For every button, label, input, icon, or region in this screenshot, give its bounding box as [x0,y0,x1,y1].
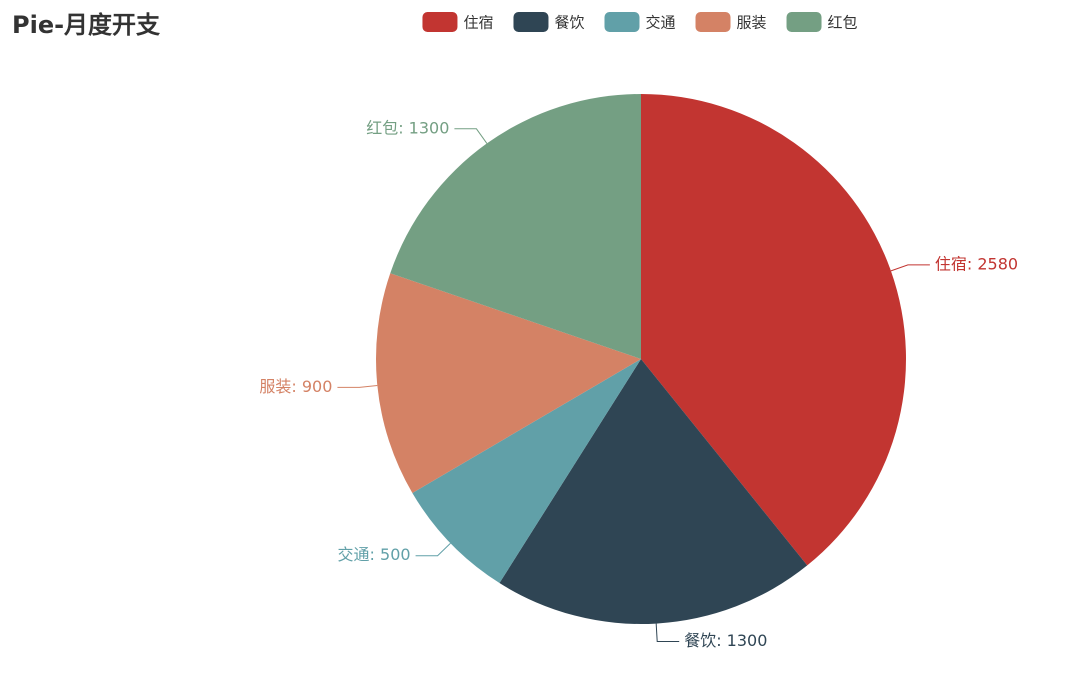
legend-swatch [786,12,822,32]
legend-item: 餐饮 [513,12,584,32]
data-label: 服装: 900 [259,377,332,396]
legend-swatch [422,12,458,32]
data-label: 红包: 1300 [366,118,449,137]
label-line [415,542,451,557]
legend-label: 住宿 [463,14,493,32]
legend-swatch [604,12,640,32]
label-line [454,128,488,144]
legend-label: 餐饮 [554,14,584,32]
label-line [890,264,930,272]
legend: 住宿 餐饮 交通 服装 红包 [422,12,858,32]
pie-slice [390,94,641,359]
pie-slice [499,359,808,624]
legend-swatch [513,12,549,32]
label-line [337,385,378,388]
legend-item: 红包 [786,12,858,32]
legend-item: 住宿 [422,12,493,32]
pie-slice [641,94,907,566]
legend-item: 交通 [604,12,676,32]
pie-slice [412,359,641,584]
data-label: 住宿: 2580 [935,254,1018,273]
pie-slice [375,273,641,493]
legend-label: 服装 [737,14,767,32]
label-line [655,623,680,643]
chart-title: Pie-月度开支 [12,11,161,39]
legend-label: 红包 [828,14,858,32]
legend-swatch [695,12,731,32]
data-label: 餐饮: 1300 [684,631,767,650]
legend-label: 交通 [645,14,675,32]
legend-item: 服装 [695,12,767,32]
data-label: 交通: 500 [338,545,411,564]
